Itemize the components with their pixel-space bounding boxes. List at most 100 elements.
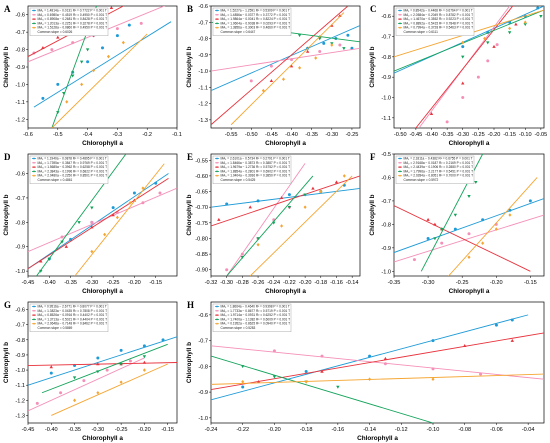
common-slope-text: Common slope = 0.5869 [38, 326, 73, 330]
legend-marker [33, 305, 35, 308]
regression-line-series-5 [51, 33, 148, 128]
legend-marker [399, 13, 401, 16]
x-tick-label: -0.15 [161, 427, 174, 433]
legend-entry: MA₁ = 0.9516a − 2.6771 R² = 0.8077 P = 0… [38, 305, 107, 309]
x-tick-label: -0.25 [346, 132, 359, 138]
y-tick-label: -0.8 [15, 48, 25, 54]
data-point-series-1 [41, 96, 45, 100]
y-tick-label: -1.0 [381, 96, 391, 102]
chart-svg-a: -0.6 -0.5 -0.4 -0.3 -0.2 -0.1 -1.2 -1.1 -1.0 -0.9… [3, 4, 182, 147]
x-tick-label: -0.18 [300, 427, 313, 433]
legend-marker [216, 314, 218, 316]
x-tick-label: -0.20 [299, 280, 312, 286]
data-point-series-3 [305, 49, 310, 53]
legend-entry: MA₁ = 1.8664a − 0.4640 R² = 0.9398 P = 0… [221, 305, 290, 309]
data-point-series-1 [368, 354, 372, 358]
legend-marker [33, 13, 35, 16]
x-tick-label: -0.35 [305, 132, 318, 138]
legend-entry: MA₃ = 1.9864a − 0.0041 R² = 0.8224 P = 0… [221, 17, 291, 21]
chart-svg-c: -0.50 -0.45 -0.40 -0.35 -0.30 -0.25 -0.20 -0.15… [369, 4, 547, 147]
y-axis-label: Chlorophyll b [186, 194, 193, 235]
data-point-series-5 [431, 377, 435, 382]
data-point-series-1 [304, 370, 308, 374]
legend-entry: MA₂ = 1.8466a − 0.3873 R² = 0.3887 P = 0… [221, 161, 291, 165]
data-point-series-4 [47, 257, 51, 261]
data-point-series-5 [330, 43, 334, 47]
legend-marker [216, 9, 218, 12]
regression-line-series-4 [36, 154, 127, 276]
legend-entry: MA₂ = 2.9168a − 0.0187 R² = 0.2169 P = 0… [404, 161, 474, 165]
y-tick-label: -1.0 [15, 82, 25, 88]
x-tick-label: -0.10 [427, 427, 440, 433]
x-tick-label: -0.25 [115, 427, 128, 433]
x-tick-label: -0.20 [490, 280, 503, 286]
data-point-series-5 [319, 189, 323, 194]
data-point-series-2 [240, 252, 244, 256]
x-tick-label: -0.1 [172, 132, 182, 138]
legend-marker [33, 9, 35, 12]
legend-marker [33, 26, 35, 29]
chart-panel-f: -0.35 -0.30 -0.25 -0.20 -0.15 -1.0 -0.9 -0.8 -0.… [366, 148, 550, 296]
data-point-series-2 [431, 367, 435, 371]
regression-line-series-2 [28, 187, 177, 253]
x-tick-label: -0.30 [422, 280, 435, 286]
data-point-series-2 [461, 96, 465, 99]
panel-letter: G [4, 300, 11, 310]
plot-frame [393, 5, 545, 129]
data-point-series-2 [412, 258, 416, 262]
data-point-series-3 [320, 369, 324, 373]
x-tick-label: -0.25 [472, 132, 485, 138]
data-point-series-2 [383, 362, 387, 366]
data-point-series-5 [483, 36, 487, 41]
data-point-series-5 [342, 174, 346, 178]
data-point-series-4 [440, 227, 444, 231]
legend-marker [216, 18, 218, 20]
panel-letter: E [187, 152, 193, 162]
y-tick-label: -1.1 [15, 383, 25, 389]
y-tick-label: -0.70 [195, 205, 208, 211]
legend-entry: MA₁ = 2.6101a − 0.5734 R² = 0.2791 P = 0… [221, 157, 290, 161]
x-tick-label: -0.14 [363, 427, 376, 433]
data-point-series-4 [303, 193, 307, 197]
panel-letter: C [370, 4, 377, 14]
y-tick-label: -0.8 [381, 222, 391, 228]
legend-marker [216, 161, 218, 164]
legend-marker [399, 18, 401, 20]
data-point-series-4 [96, 370, 100, 374]
legend-marker [216, 157, 218, 160]
data-point-series-2 [318, 50, 322, 54]
data-point-series-3 [256, 380, 261, 384]
data-point-series-3 [142, 360, 147, 364]
x-tick-label: -0.45 [22, 280, 35, 286]
x-tick-label: -0.26 [252, 280, 265, 286]
x-tick-label: -0.40 [45, 427, 58, 433]
y-tick-label: -0.85 [195, 252, 208, 258]
x-tick-label: -0.55 [225, 132, 238, 138]
y-tick-label: -0.7 [15, 30, 25, 36]
legend-entry: MA₄ = 1.0604a − 0.9038 R² = 0.0293 P = 0… [221, 21, 291, 25]
x-tick-label: -0.25 [456, 280, 469, 286]
legend-box [29, 303, 109, 332]
data-point-series-2 [139, 21, 143, 25]
legend-entry: MA₅ = 1.5128a − 0.0860 R² = 0.4950 P = 0… [38, 26, 108, 30]
regression-line-series-1 [394, 198, 544, 253]
x-tick-label: -0.30 [456, 132, 469, 138]
x-tick-label: -0.22 [283, 280, 296, 286]
x-tick-label: -0.15 [149, 280, 162, 286]
data-point-series-3 [334, 180, 339, 184]
data-point-series-4 [523, 23, 527, 27]
data-point-series-2 [71, 41, 75, 45]
y-tick-label: -0.9 [381, 246, 391, 252]
x-tick-label: -0.40 [425, 132, 438, 138]
x-tick-label: -0.2 [142, 132, 152, 138]
legend-marker [216, 322, 218, 325]
chart-svg-f: -0.35 -0.30 -0.25 -0.20 -0.15 -1.0 -0.9 -0.8 -0.… [369, 152, 545, 295]
regression-line-series-2 [28, 357, 145, 412]
data-point-series-5 [65, 100, 69, 104]
data-point-series-4 [467, 195, 471, 199]
y-tick-label: -1.0 [15, 269, 25, 275]
data-point-series-3 [96, 362, 100, 366]
data-point-series-1 [426, 236, 430, 240]
data-point-series-4 [241, 365, 245, 369]
data-point-series-5 [73, 398, 77, 403]
